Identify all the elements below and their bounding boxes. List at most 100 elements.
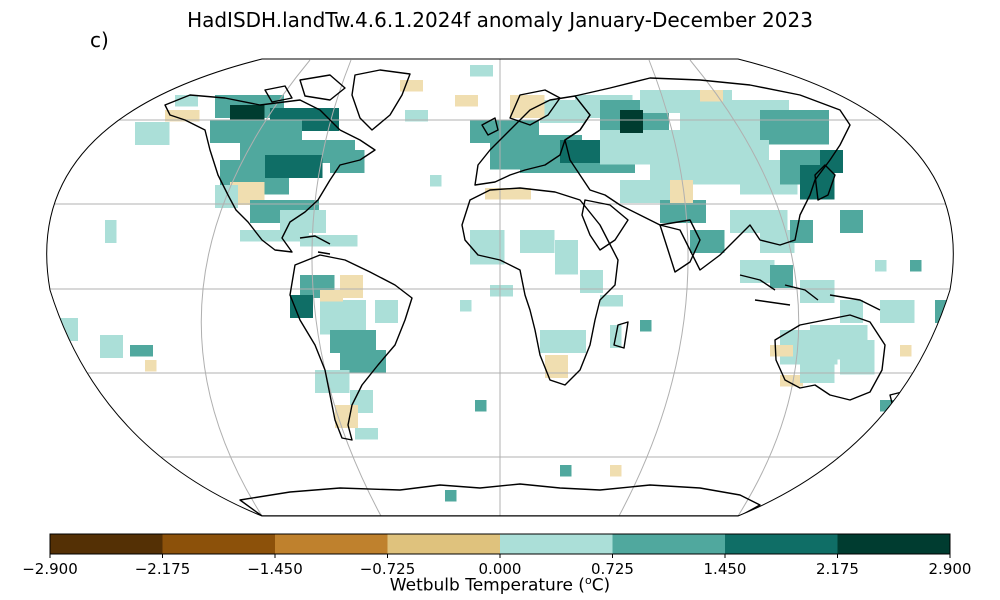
colorbar-segments [50,534,951,554]
anomaly-cell [320,300,332,312]
anomaly-cell [293,108,305,120]
anomaly-cell [545,366,557,378]
anomaly-cell [263,140,275,152]
anomaly-cell [66,318,78,330]
anomaly-cell [320,140,332,152]
colorbar-segment [725,534,838,554]
anomaly-cell [600,123,612,135]
anomaly-cell [823,360,835,372]
coast-caribbean [299,235,331,255]
anomaly-cell [253,182,265,194]
anomaly-cell [803,330,815,342]
anomaly-cell [891,311,903,323]
anomaly-cell [261,106,273,118]
anomaly-cell [363,361,375,373]
anomaly-cell [851,300,863,312]
anomaly-cell [386,300,398,312]
anomaly-cell [671,211,683,223]
anomaly-cell [751,160,763,172]
anomaly-cell [840,300,852,312]
anomaly-cell [640,101,652,113]
anomaly-cell [524,135,536,147]
anomaly-cell [485,188,497,200]
anomaly-cell [840,363,852,375]
anomaly-cell [470,131,482,143]
anomaly-cell [875,260,887,272]
anomaly-cell [817,110,829,122]
anomaly-cell [707,173,719,185]
anomaly-cell [746,151,758,163]
anomaly-cell [757,140,769,152]
anomaly-cell [566,161,578,173]
anomaly-cell [330,161,342,173]
colorbar-tick-label: −2.175 [135,560,191,578]
anomaly-cell [375,311,387,323]
anomaly-cell [297,140,309,152]
anomaly-cell [586,95,598,107]
anomaly-cell [673,173,685,185]
anomaly-cell [533,95,545,107]
anomaly-cell [800,291,812,303]
anomaly-cell [263,230,275,242]
anomaly-cell [341,330,353,342]
anomaly-cell [764,221,776,233]
anomaly-cell [501,158,513,170]
anomaly-cell [851,210,863,222]
anomaly-cell [571,151,583,163]
anomaly-cell [288,166,300,178]
anomaly-cell [766,100,778,112]
anomaly-cell [771,230,783,242]
anomaly-cell [331,323,343,335]
anomaly-cell [734,140,746,152]
anomaly-cell [543,230,555,242]
anomaly-cell [335,416,347,428]
anomaly-cell [501,146,513,158]
anomaly-cell [623,141,635,153]
anomaly-cell [643,180,655,192]
anomaly-cell [158,122,170,134]
anomaly-cell [556,366,568,378]
anomaly-cell [279,131,291,143]
anomaly-cell [273,211,285,223]
anomaly-cell [620,180,632,192]
anomaly-cell [346,405,358,417]
anomaly-cell [674,90,686,102]
anomaly-cell [783,121,795,133]
anomaly-cell [851,351,863,363]
anomaly-cell [803,341,815,353]
anomaly-cell [516,120,528,132]
anomaly-cell [783,133,795,145]
anomaly-cell [823,371,835,383]
anomaly-cell [714,121,726,133]
anomaly-cell [304,119,316,131]
anomaly-cell [783,230,795,242]
anomaly-cell [327,119,339,131]
anomaly-cell [215,196,227,208]
anomaly-cell [554,161,566,173]
anomaly-cell [303,221,315,233]
anomaly-cell [386,311,398,323]
anomaly-cell [851,340,863,352]
anomaly-cell [737,121,749,133]
anomaly-cell [215,106,227,118]
colorbar-tick-label: −1.450 [247,560,303,578]
anomaly-cell [276,166,288,178]
anomaly-cell [776,210,788,222]
anomaly-cell [650,173,662,185]
coast-scandinavia [509,89,561,126]
anomaly-cell [527,120,539,132]
coast-south-america [289,254,413,441]
anomaly-cell [749,133,761,145]
anomaly-cell [241,182,253,194]
anomaly-cell [780,161,792,173]
anomaly-cell [536,135,548,147]
anomaly-cell [111,346,123,358]
anomaly-cell [280,210,292,222]
anomaly-cell [560,465,572,477]
anomaly-cell [620,110,632,122]
anomaly-cell [683,211,695,223]
colorbar-segment [162,534,276,554]
anomaly-cell [330,341,342,353]
gridlines [46,59,954,516]
anomaly-cell [714,133,726,145]
